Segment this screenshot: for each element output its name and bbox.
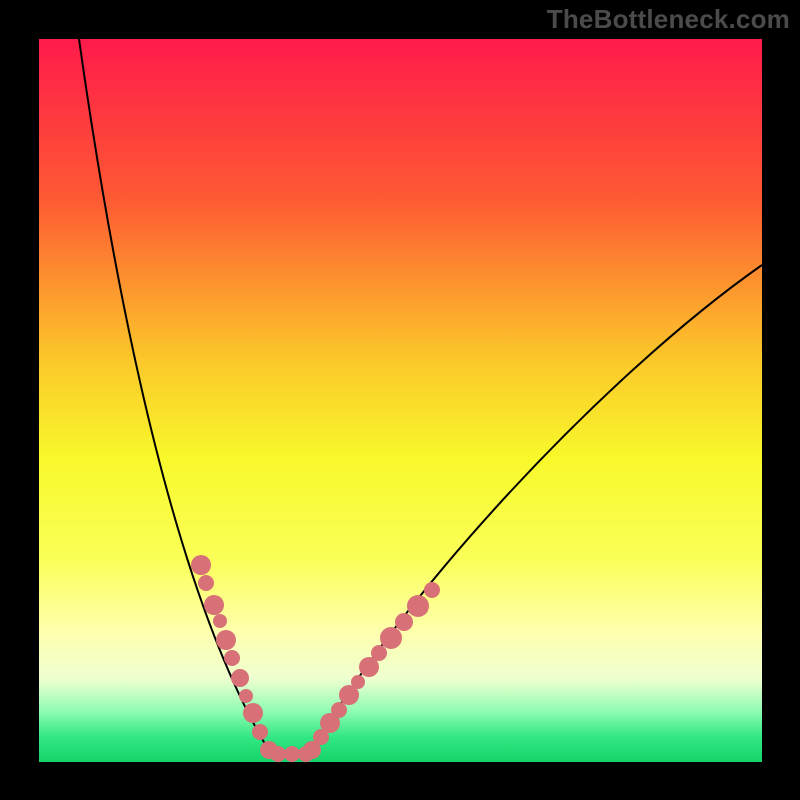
marker-dot <box>198 575 214 591</box>
marker-dot <box>224 650 240 666</box>
marker-dot <box>424 582 440 598</box>
marker-dot <box>191 555 211 575</box>
marker-dot <box>331 702 347 718</box>
watermark-text: TheBottleneck.com <box>547 4 790 35</box>
marker-dot <box>380 627 402 649</box>
figure-root: TheBottleneck.com <box>0 0 800 800</box>
marker-dot <box>239 689 253 703</box>
marker-dot <box>213 614 227 628</box>
marker-dot <box>204 595 224 615</box>
marker-dot <box>252 724 268 740</box>
marker-dot <box>243 703 263 723</box>
plot-svg <box>0 0 800 800</box>
marker-dot <box>407 595 429 617</box>
marker-dot <box>284 746 300 762</box>
plot-background <box>39 39 762 762</box>
marker-dot <box>371 645 387 661</box>
marker-dot <box>216 630 236 650</box>
marker-dot <box>270 746 286 762</box>
marker-dot <box>351 675 365 689</box>
marker-dot <box>395 613 413 631</box>
marker-dot <box>231 669 249 687</box>
